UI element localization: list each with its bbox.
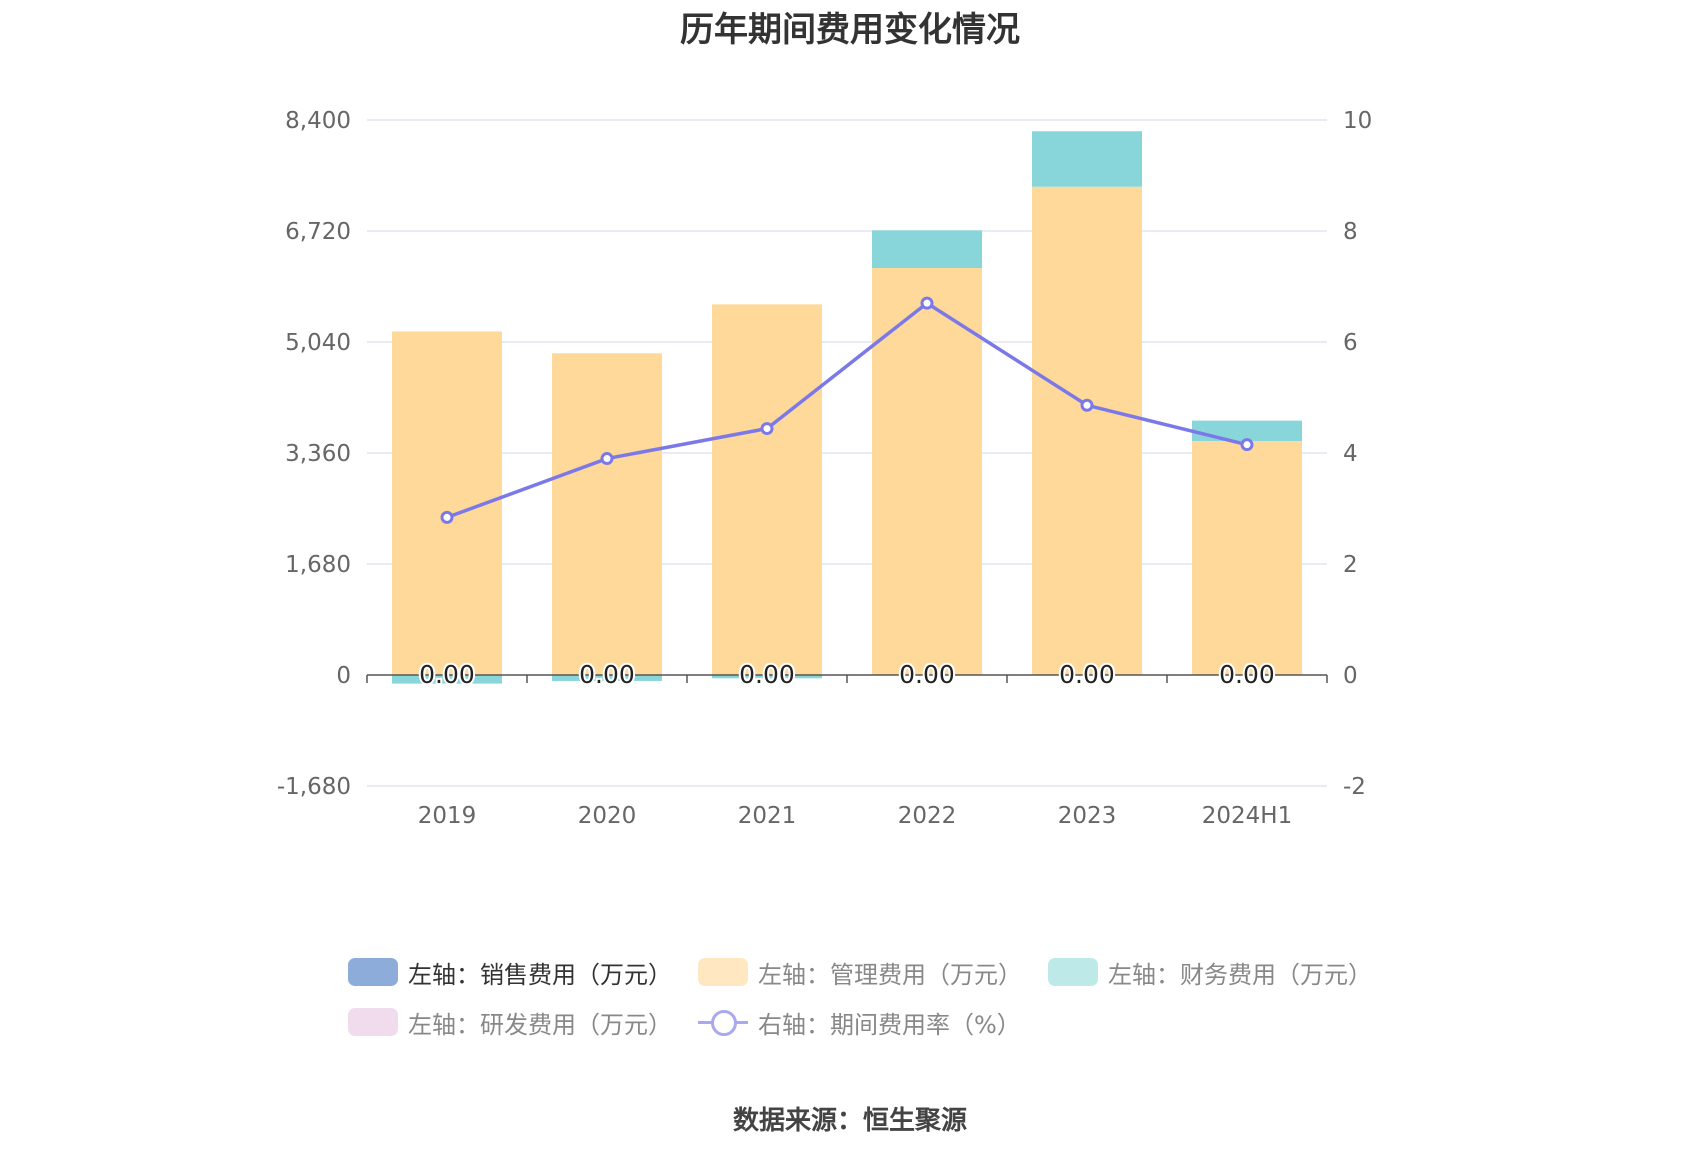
data-label: 0.00 — [1219, 660, 1275, 689]
y-right-tick-label: -2 — [1343, 774, 1366, 800]
data-label: 0.00 — [899, 660, 955, 689]
y-left-tick-label: 0 — [336, 663, 351, 689]
grid-lines — [367, 119, 1327, 787]
legend-swatch — [698, 958, 748, 986]
legend-item[interactable]: 左轴：财务费用（万元） — [1048, 952, 1372, 992]
data-label: 0.00 — [579, 660, 635, 689]
data-label: 0.00 — [1059, 660, 1115, 689]
legend-label: 左轴：财务费用（万元） — [1108, 960, 1372, 989]
bar-segment — [1192, 420, 1302, 442]
y-right-tick-label: 0 — [1343, 663, 1358, 689]
legend-item[interactable]: 左轴：管理费用（万元） — [698, 952, 1022, 992]
chart-title: 历年期间费用变化情况 — [680, 10, 1020, 50]
legend-label: 左轴：研发费用（万元） — [408, 1010, 672, 1039]
x-tick-label: 2024H1 — [1202, 803, 1292, 829]
bar-segment — [872, 230, 982, 268]
x-tick-label: 2023 — [1058, 803, 1117, 829]
source-note: 数据来源：恒生聚源 — [732, 1106, 967, 1136]
rate-line-point — [920, 296, 934, 310]
rate-line-path — [446, 301, 1248, 520]
y-left-tick-label: 8,400 — [285, 108, 351, 134]
axes: 8,400 10 6,720 8 5,040 6 3,360 4 1,680 2 0 0 -1,680 -… — [277, 108, 1372, 829]
bar-segment — [712, 675, 822, 679]
bar-segment — [712, 304, 822, 675]
bar-segment — [1032, 186, 1142, 675]
bar-segment — [1032, 131, 1142, 187]
y-right-tick-label: 2 — [1343, 552, 1358, 578]
y-right-tick-label: 4 — [1343, 441, 1358, 467]
y-left-tick-label: 1,680 — [285, 552, 351, 578]
legend-swatch — [348, 1008, 398, 1036]
legend-marker — [711, 1010, 737, 1036]
bar-segment — [872, 268, 982, 675]
bar-segment — [552, 353, 662, 675]
rate-line-point — [440, 510, 454, 524]
bar-segment — [392, 675, 502, 684]
bars — [392, 131, 1302, 684]
y-left-tick-label: -1,680 — [277, 774, 351, 800]
legend-label: 左轴：管理费用（万元） — [758, 960, 1022, 989]
rate-line-point — [1240, 438, 1254, 452]
data-labels: 0.00 0.00 0.00 0.00 0.00 0.00 — [417, 658, 1277, 691]
legend-line-swatch — [698, 1008, 748, 1036]
data-label: 0.00 — [739, 660, 795, 689]
legend-swatch — [1048, 958, 1098, 986]
y-right-tick-label: 6 — [1343, 330, 1358, 356]
rate-line-point — [600, 452, 614, 466]
y-right-tick-label: 10 — [1343, 108, 1372, 134]
y-right-tick-label: 8 — [1343, 219, 1358, 245]
y-left-tick-label: 3,360 — [285, 441, 351, 467]
rate-line-point — [1080, 398, 1094, 412]
legend-label: 右轴：期间费用率（%） — [758, 1010, 1021, 1039]
legend-item[interactable]: 左轴：销售费用（万元） — [348, 952, 672, 992]
y-left-tick-label: 6,720 — [285, 219, 351, 245]
rate-line — [440, 296, 1254, 524]
x-tick-label: 2021 — [738, 803, 797, 829]
x-tick-label: 2022 — [898, 803, 957, 829]
data-label: 0.00 — [419, 660, 475, 689]
x-tick-label: 2020 — [578, 803, 637, 829]
bar-segment — [552, 675, 662, 681]
legend-swatch — [348, 958, 398, 986]
x-tick-label: 2019 — [418, 803, 477, 829]
legend-label: 左轴：销售费用（万元） — [408, 960, 672, 989]
legend-item[interactable]: 右轴：期间费用率（%） — [698, 1002, 1021, 1042]
rate-line-point — [760, 422, 774, 436]
bar-segment — [1192, 441, 1302, 675]
y-left-tick-label: 5,040 — [285, 330, 351, 356]
legend-item[interactable]: 左轴：研发费用（万元） — [348, 1002, 672, 1042]
